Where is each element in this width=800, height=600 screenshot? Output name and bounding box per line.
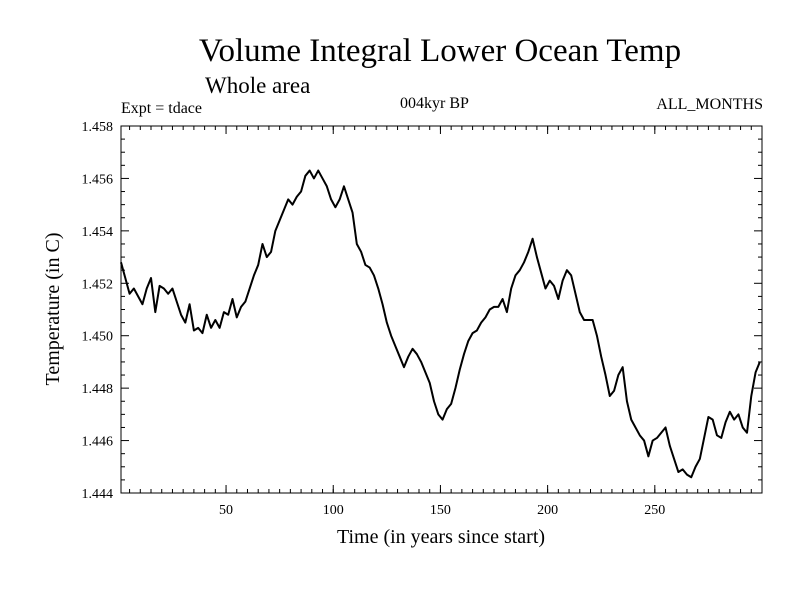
y-axis-label: Temperature (in C) [42,233,64,386]
series-line-0 [120,169,761,479]
x-tick-label: 50 [219,503,233,518]
y-tick-label: 1.446 [82,435,114,450]
y-tick-label: 1.456 [82,172,114,187]
chart-title: Volume Integral Lower Ocean Temp [198,33,682,69]
season-label: ALL_MONTHS [656,96,763,113]
x-tick-label: 200 [537,503,558,518]
plot-frame [120,125,763,494]
y-tick-label: 1.450 [82,330,114,345]
experiment-label: Expt = tdace [121,100,202,117]
x-axis-label: Time (in years since start) [337,526,545,548]
x-tick-label: 250 [644,503,665,518]
y-tick-labels: 1.444 1.446 1.448 1.450 1.452 1.454 1.456 1.458 [82,120,114,502]
y-tick-label: 1.448 [82,382,114,397]
series-group [120,169,761,479]
y-tick-label: 1.458 [82,120,114,135]
y-tick-label: 1.452 [82,277,114,292]
period-label: 004kyr BP [400,95,469,112]
axis-ticks [121,125,763,494]
x-tick-labels: 50 100 150 200 250 [219,503,665,518]
chart-subtitle: Whole area [205,73,311,98]
x-tick-label: 100 [323,503,344,518]
x-tick-label: 150 [430,503,451,518]
y-tick-label: 1.454 [82,225,114,240]
y-tick-label: 1.444 [82,487,114,502]
